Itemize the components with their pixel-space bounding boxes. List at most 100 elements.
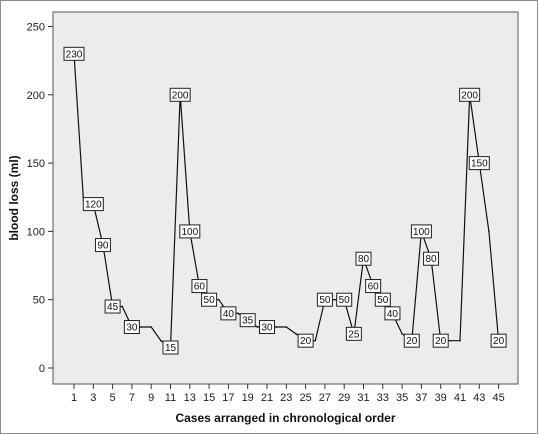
x-tick-label: 23 [280,392,292,404]
data-label-box [374,292,391,307]
x-tick-label: 9 [148,392,154,404]
data-label-text: 200 [172,90,189,101]
x-tick-label: 25 [299,392,311,404]
data-label-box [123,320,140,335]
data-label: 50 [374,292,391,307]
data-label: 80 [355,251,372,266]
data-label-text: 30 [261,323,273,334]
x-tick-label: 19 [242,392,254,404]
data-label-text: 20 [493,336,505,347]
y-tick-label: 0 [39,363,45,375]
data-label-text: 20 [406,336,418,347]
data-label: 50 [336,292,353,307]
data-point [140,326,143,328]
data-label: 50 [316,292,333,307]
data-label-box [179,224,201,239]
data-label-text: 60 [194,282,206,293]
y-tick-label: 200 [27,90,45,102]
data-label-box [490,333,507,348]
data-point [217,298,220,301]
data-label-box [345,326,362,341]
data-label-box [316,292,333,307]
data-label: 45 [104,299,121,314]
data-label-box [220,306,237,321]
data-label-box [82,197,104,212]
x-tick-label: 35 [396,392,408,404]
data-label: 20 [490,333,507,348]
data-label-text: 50 [204,295,216,306]
data-label-box [104,299,121,314]
data-label-box [468,156,490,171]
data-point [401,333,403,335]
x-tick-label: 39 [435,392,447,404]
data-label-box [384,306,401,321]
x-tick-label: 7 [129,392,135,404]
data-label-box [423,251,440,266]
data-point [121,305,124,308]
data-point [237,312,239,315]
data-point [333,298,336,301]
x-tick-label: 33 [377,392,389,404]
data-label: 90 [94,238,111,253]
data-label: 60 [365,279,382,294]
y-tick-label: 100 [27,226,45,238]
data-point [295,333,297,335]
data-label-box [162,340,179,355]
data-label: 40 [384,306,401,321]
data-label-text: 45 [107,302,119,313]
data-point [488,230,490,233]
data-point [160,339,162,342]
data-label: 40 [220,306,237,321]
data-label: 100 [179,224,201,239]
data-label-text: 40 [387,309,399,320]
data-label: 230 [63,46,85,61]
x-tick-label: 13 [184,392,196,404]
data-label-box [239,313,256,328]
data-label: 200 [169,87,191,102]
data-label: 20 [297,333,314,348]
data-point [275,326,278,328]
data-point [256,326,259,328]
data-label-text: 80 [358,254,370,265]
data-label-text: 40 [223,309,235,320]
data-label-text: 50 [377,295,389,306]
y-tick-label: 50 [33,295,45,307]
x-tick-label: 27 [319,392,331,404]
x-tick-label: 17 [222,392,234,404]
data-label-box [365,279,382,294]
data-label-box [94,238,111,253]
y-axis-title: blood loss (ml) [7,155,21,240]
data-label-box [432,333,449,348]
data-label: 200 [459,87,481,102]
data-label: 20 [403,333,420,348]
data-label-text: 200 [461,90,478,101]
data-label-text: 100 [181,227,198,238]
data-label: 25 [345,326,362,341]
y-tick-label: 250 [27,22,45,34]
data-point [150,326,152,328]
data-label-text: 230 [66,49,83,60]
data-label: 20 [432,333,449,348]
data-label-text: 20 [300,336,312,347]
data-label-text: 50 [339,295,351,306]
y-tick-label: 150 [27,158,45,170]
data-label: 60 [191,279,208,294]
data-label-box [63,46,85,61]
plot-area [52,11,519,385]
x-tick-label: 37 [415,392,427,404]
data-label-box [336,292,353,307]
x-tick-label: 41 [454,392,466,404]
data-label-box [297,333,314,348]
data-label-text: 50 [319,295,331,306]
data-label-box [169,87,191,102]
data-label-text: 100 [413,227,430,238]
data-label-box [403,333,420,348]
data-label-box [459,87,481,102]
data-label-text: 150 [471,159,488,170]
data-label-box [410,224,432,239]
data-label-text: 60 [368,282,380,293]
data-label-text: 25 [348,329,360,340]
x-axis-title: Cases arranged in chronological order [175,411,395,425]
x-tick-label: 15 [203,392,215,404]
